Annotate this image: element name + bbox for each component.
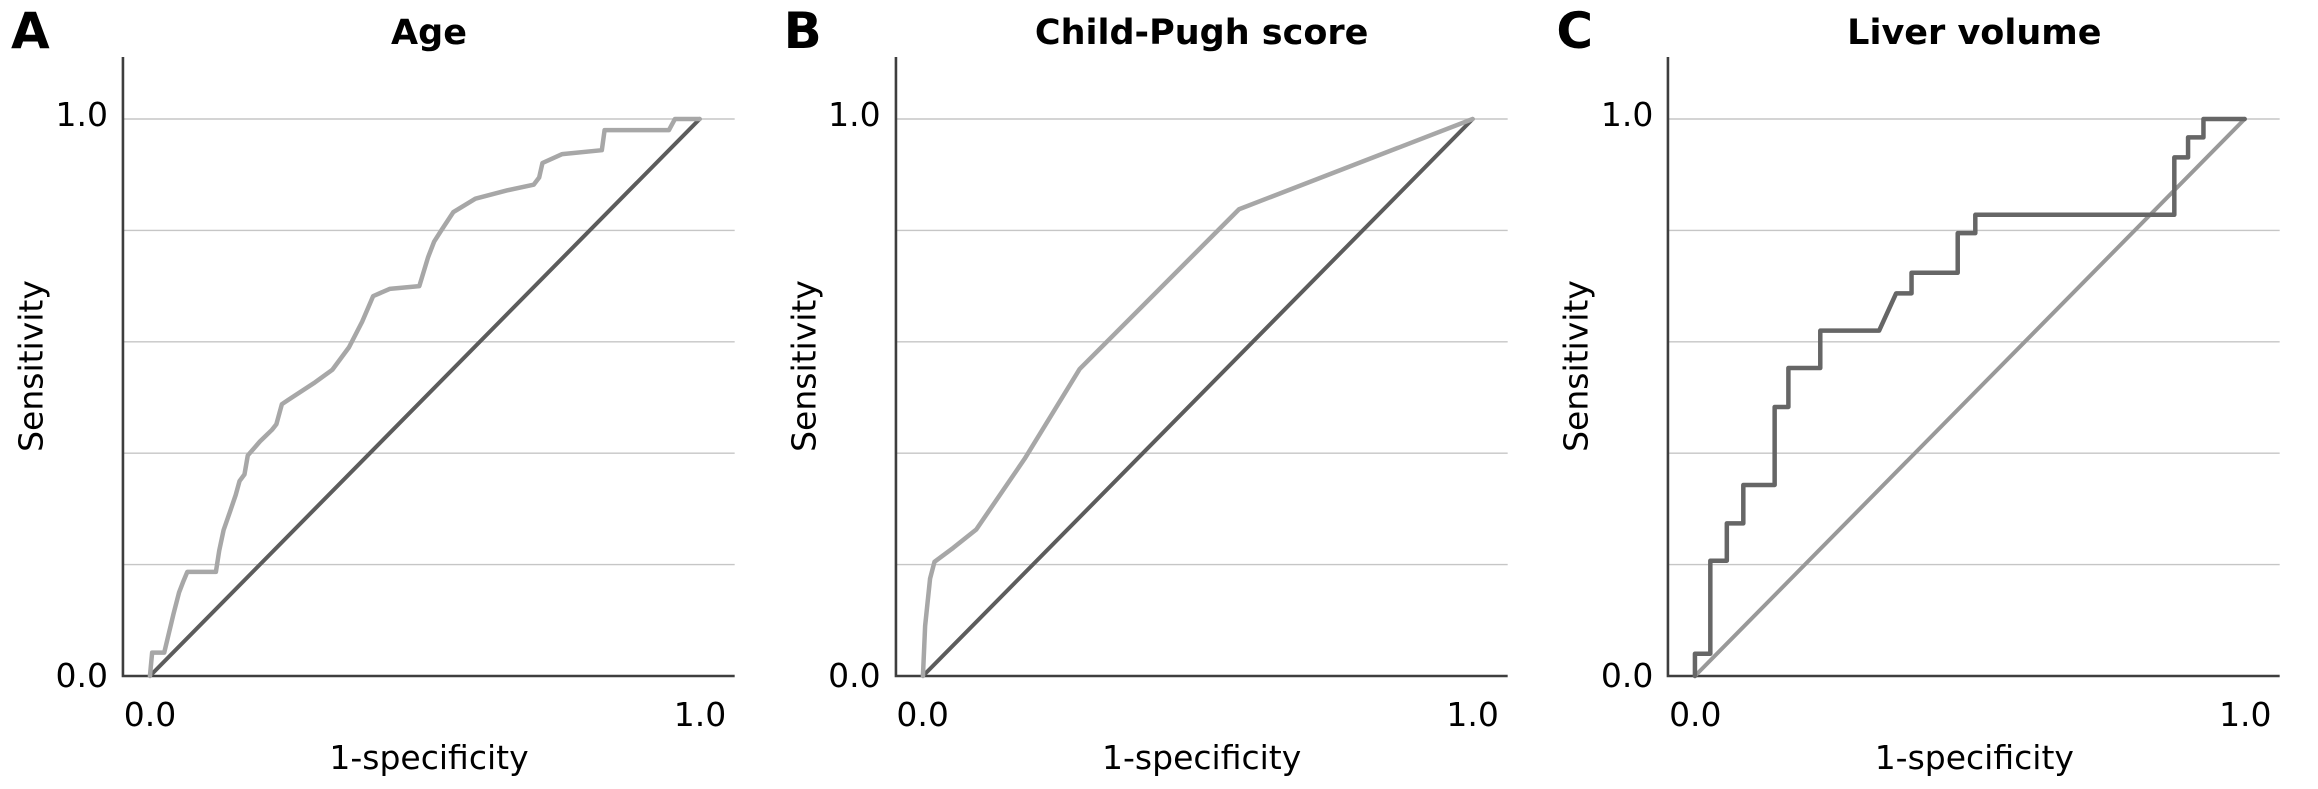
panel-letter: B bbox=[783, 2, 822, 60]
y-tick-min: 0.0 bbox=[1600, 656, 1654, 695]
y-tick-max: 1.0 bbox=[55, 95, 108, 134]
x-tick-max: 1.0 bbox=[1446, 695, 1499, 734]
y-tick-min: 0.0 bbox=[55, 656, 108, 695]
roc-panel-child-pugh: B Child-Pugh score Sensitivity 1.0 0.0 0… bbox=[773, 0, 1546, 789]
chart-title: Age bbox=[391, 13, 467, 53]
panel-letter: A bbox=[11, 2, 50, 60]
x-axis-label: 1-specificity bbox=[329, 738, 529, 777]
roc-panel-liver-volume: C Liver volume Sensitivity 1.0 0.0 0.0 1… bbox=[1545, 0, 2318, 789]
roc-curve-line bbox=[147, 116, 702, 679]
roc-plot-svg bbox=[1666, 57, 2280, 679]
chart-title: Child-Pugh score bbox=[1034, 13, 1369, 53]
x-tick-min: 0.0 bbox=[123, 695, 177, 734]
axis-spines bbox=[894, 57, 1508, 678]
roc-curve-line bbox=[920, 116, 1475, 679]
y-tick-max: 1.0 bbox=[828, 95, 881, 134]
reference-diagonal-line bbox=[920, 117, 1475, 678]
x-tick-min: 0.0 bbox=[1669, 695, 1722, 734]
roc-plot-svg bbox=[894, 57, 1508, 679]
x-tick-max: 1.0 bbox=[673, 695, 727, 734]
x-axis-label: 1-specificity bbox=[1102, 738, 1302, 777]
roc-curve-line bbox=[1692, 116, 2248, 679]
reference-diagonal-line bbox=[1693, 117, 2248, 678]
axis-spines bbox=[1666, 57, 2280, 678]
reference-diagonal-line bbox=[147, 117, 702, 678]
x-tick-max: 1.0 bbox=[2219, 695, 2272, 734]
panel-letter: C bbox=[1556, 2, 1594, 60]
y-tick-max: 1.0 bbox=[1600, 95, 1654, 134]
axis-spines bbox=[121, 57, 735, 678]
x-tick-min: 0.0 bbox=[896, 695, 949, 734]
roc-panel-age: A Age Sensitivity 1.0 0.0 0.0 1.0 1-spec… bbox=[0, 0, 773, 789]
x-axis-label: 1-specificity bbox=[1874, 738, 2074, 777]
y-tick-min: 0.0 bbox=[828, 656, 881, 695]
chart-title: Liver volume bbox=[1847, 13, 2102, 53]
roc-plot-svg bbox=[121, 57, 735, 679]
